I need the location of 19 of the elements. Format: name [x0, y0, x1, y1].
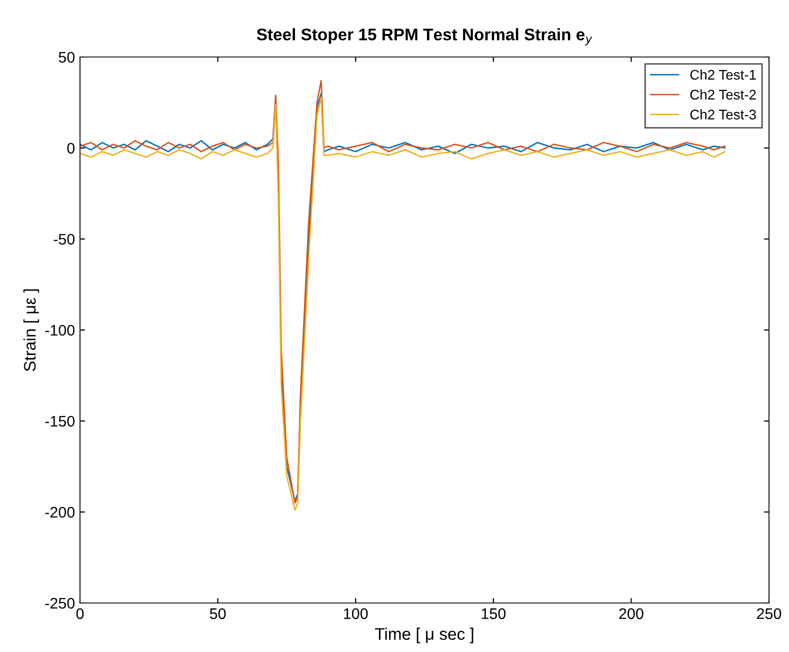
x-tick-label: 50: [210, 608, 226, 620]
y-tick-label: -100: [45, 324, 75, 336]
x-tick-label: 100: [344, 608, 368, 620]
legend-label: Ch2 Test-3: [690, 109, 756, 120]
y-tick-label: -200: [45, 506, 75, 518]
x-tick-label: 150: [482, 608, 506, 620]
chart-title: Steel Stoper 15 RPM Test Normal Strain e$_{y}$: [256, 28, 592, 46]
y-tick-label: 50: [58, 52, 75, 63]
legend-label: Ch2 Test-1: [690, 70, 756, 80]
x-axis-title: Time [ μ sec ]: [375, 628, 474, 644]
y-axis-title: Strain [ με ]: [23, 289, 40, 372]
x-tick-label: 200: [619, 608, 644, 620]
y-tick-label: -150: [45, 416, 75, 427]
y-tick-label: -250: [45, 598, 75, 609]
x-tick-label: 250: [757, 608, 782, 620]
x-tick-label: 0: [76, 608, 84, 620]
y-tick-label: 0: [67, 142, 75, 154]
legend-label: Ch2 Test-2: [690, 89, 756, 100]
y-tick-label: -50: [54, 234, 75, 245]
